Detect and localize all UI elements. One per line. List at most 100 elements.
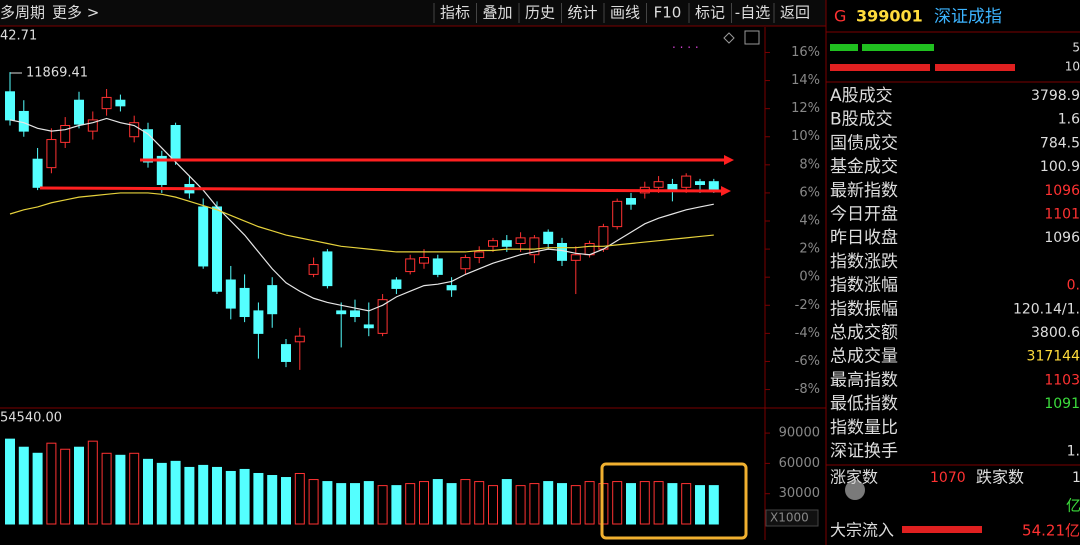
toolbar-button[interactable]: F10 — [654, 4, 682, 22]
y-tick-label: 16% — [791, 45, 820, 60]
toolbar-link[interactable]: 更多 > — [52, 4, 99, 22]
volume-tick-label: 60000 — [779, 456, 820, 471]
row-label: 国债成交 — [830, 133, 898, 153]
row-value: 1.6 — [1058, 112, 1080, 128]
candle-body — [46, 139, 57, 169]
candle-body — [281, 344, 291, 362]
toolbar-button[interactable]: 历史 — [525, 4, 555, 22]
volume-bar — [156, 462, 167, 525]
toolbar-button[interactable]: 统计 — [567, 4, 597, 22]
volume-bar — [405, 483, 416, 525]
candle-body — [653, 181, 664, 188]
y-tick-label: 2% — [799, 242, 820, 257]
row-label: 昨日收盘 — [830, 228, 898, 248]
candle-body — [294, 335, 305, 343]
y-tick-label: 0% — [799, 270, 820, 285]
diamond-icon — [723, 32, 735, 44]
candle-body — [18, 110, 29, 132]
row-label: 最低指数 — [830, 394, 898, 414]
toolbar-link[interactable]: 多周期 — [0, 4, 45, 22]
volume-bar — [681, 483, 692, 525]
candle-body — [198, 206, 209, 267]
down-label: 跌家数 — [976, 468, 1024, 487]
candle-body — [129, 122, 140, 138]
row-value: 1096 — [1044, 230, 1080, 246]
volume-bar — [695, 485, 705, 525]
row-value: 317144 — [1027, 349, 1080, 365]
toolbar-button[interactable]: 指标 — [440, 4, 470, 22]
toolbar-button[interactable]: 返回 — [780, 4, 810, 22]
row-value: 120.14/1. — [1013, 301, 1080, 317]
bar-number: 10 — [1065, 60, 1080, 74]
row-label: 最新指数 — [830, 181, 898, 201]
candle-body — [543, 231, 554, 244]
volume-bar — [474, 481, 485, 525]
candle-body — [626, 198, 636, 205]
volume-bar — [225, 470, 236, 525]
volume-bar — [501, 479, 512, 525]
volume-bar — [708, 485, 719, 525]
row-label: A股成交 — [830, 86, 893, 106]
row-label: 总成交量 — [830, 347, 898, 367]
row-value: 3800.6 — [1031, 325, 1080, 341]
volume-bar — [18, 446, 29, 525]
red-bar — [935, 64, 1015, 71]
candle-body — [5, 91, 15, 121]
y-tick-label: 6% — [799, 185, 820, 200]
candle-body — [515, 237, 526, 244]
volume-bar — [639, 481, 650, 525]
volume-bar — [419, 481, 429, 525]
candle-body — [308, 264, 319, 275]
y-tick-label: 14% — [791, 73, 820, 88]
up-count: 1070 — [930, 470, 966, 486]
row-label: 总成交额 — [830, 323, 898, 343]
volume-bar — [336, 483, 347, 525]
row-value: 784.5 — [1040, 135, 1080, 151]
candle-body — [87, 119, 98, 132]
volume-bar — [239, 468, 250, 525]
candle-body — [267, 285, 278, 315]
volume-bar — [294, 472, 305, 525]
green-bar — [862, 44, 934, 51]
volume-bar — [101, 452, 112, 525]
flow-value: 54.21亿 — [1022, 522, 1080, 540]
volume-bar — [46, 442, 57, 525]
candle-body — [239, 287, 250, 318]
annotation-arrow — [724, 155, 734, 165]
volume-bar — [170, 460, 181, 525]
ma-line — [9, 117, 714, 312]
toolbar-button[interactable]: 画线 — [610, 4, 640, 22]
candle-body — [488, 240, 498, 247]
candle-body — [143, 129, 153, 163]
row-label: 深证换手 — [830, 442, 898, 462]
volume-bar — [87, 440, 98, 525]
toolbar-button[interactable]: 叠加 — [482, 4, 512, 22]
volume-bar — [322, 481, 333, 525]
candle-body — [156, 155, 167, 185]
y-tick-label: 12% — [791, 101, 820, 116]
volume-bar — [143, 458, 153, 525]
candle-body — [446, 285, 457, 291]
row-label: B股成交 — [830, 110, 893, 130]
volume-bar — [626, 483, 636, 525]
candle-body — [350, 310, 360, 318]
volume-bar — [529, 483, 540, 525]
candle-body — [612, 200, 623, 228]
volume-bar — [377, 485, 388, 525]
volume-bar — [115, 454, 126, 525]
volume-bar — [74, 446, 84, 525]
candle-body — [681, 175, 692, 188]
toolbar-button[interactable]: -自选 — [735, 4, 770, 22]
row-value: 3798.9 — [1031, 88, 1080, 104]
y-tick-label: -2% — [795, 298, 820, 313]
window-button[interactable] — [744, 30, 760, 45]
volume-bar — [667, 483, 678, 525]
volume-bar — [363, 481, 374, 525]
toolbar-button[interactable]: 标记 — [695, 4, 725, 22]
dots: · · · · — [672, 41, 699, 55]
flow-bar — [902, 526, 982, 533]
volume-bar — [460, 479, 471, 525]
y-tick-label: 8% — [799, 157, 820, 172]
y-tick-label: -6% — [795, 354, 820, 369]
